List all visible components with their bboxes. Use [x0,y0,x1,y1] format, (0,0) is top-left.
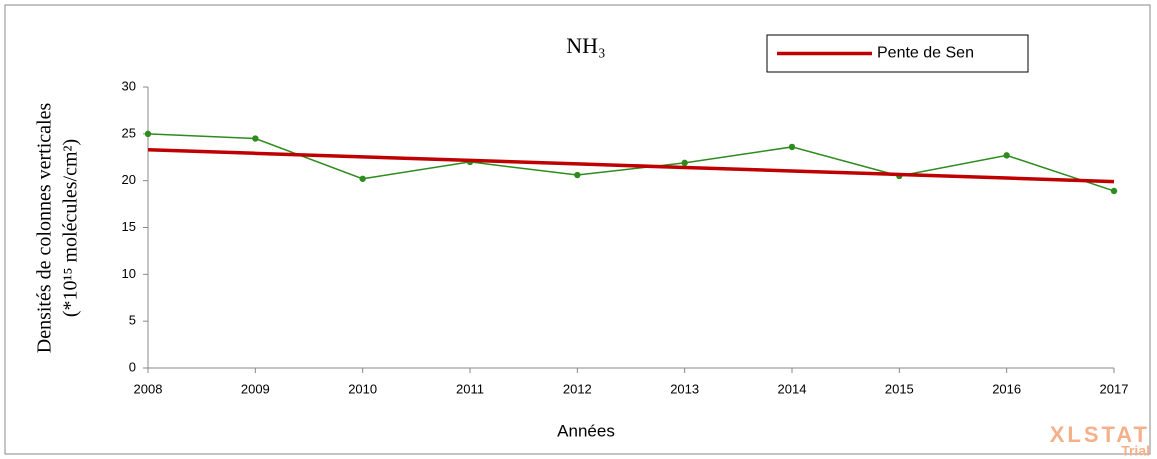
data-point [252,135,259,142]
y-tick-label: 10 [122,266,136,281]
x-tick-label: 2009 [241,381,270,396]
y-tick-label: 20 [122,172,136,187]
y-axis-label: Densités de colonnes verticales [34,103,56,354]
series-line [147,133,1115,192]
y-tick-label: 5 [129,313,136,328]
data-point [144,130,152,138]
x-tick-label: 2012 [563,381,592,396]
watermark: XLSTAT [1050,422,1150,447]
data-point [1003,152,1010,159]
y-tick-label: 30 [122,78,136,93]
y-axis-label: (*10¹⁵ molécules/cm²) [60,139,82,317]
x-axis-label: Années [557,421,615,440]
y-tick-label: 25 [122,125,136,140]
legend-label: Pente de Sen [877,45,974,62]
series-line [147,148,1115,184]
x-tick-label: 2014 [778,381,807,396]
chart-border [4,4,1151,455]
x-tick-label: 2016 [992,381,1021,396]
x-tick-label: 2015 [885,381,914,396]
y-tick-label: 0 [129,359,136,374]
data-point [788,143,796,151]
data-point [359,175,366,182]
x-tick-label: 2013 [670,381,699,396]
x-tick-label: 2008 [134,381,163,396]
chart-title: NH₃ [566,33,605,58]
x-tick-label: 2011 [456,381,484,396]
data-point [681,159,688,167]
data-point [574,171,581,179]
y-tick-label: 15 [122,219,136,234]
x-tick-label: 2010 [348,381,377,396]
watermark: Trial [1121,443,1150,459]
data-point [1110,187,1118,195]
x-tick-label: 2017 [1100,381,1129,396]
